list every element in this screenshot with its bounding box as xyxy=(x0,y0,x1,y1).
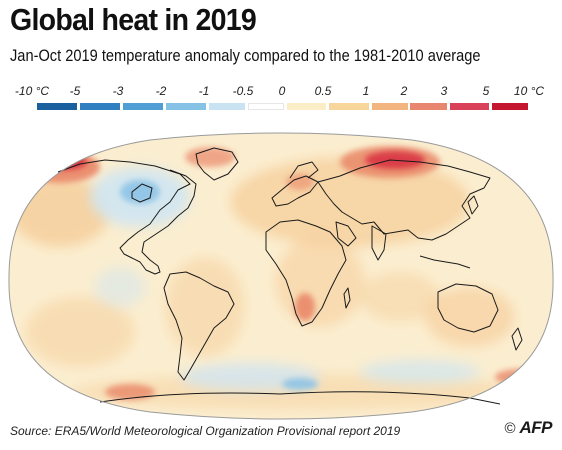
legend-label-3: -3 xyxy=(112,84,124,98)
legend-swatch-9 xyxy=(372,103,408,110)
page-title: Global heat in 2019 xyxy=(10,2,257,37)
cold-spot-antarctic xyxy=(282,378,318,390)
cold-spot-hudson xyxy=(120,180,160,204)
coast-antarctica xyxy=(99,391,501,405)
coast-europe xyxy=(271,175,319,207)
hot-spot-antarctic-2 xyxy=(495,369,545,385)
very-hot-spot-alaska xyxy=(43,154,87,170)
legend-label-10: 2 xyxy=(400,84,408,98)
coast-madagascar xyxy=(343,287,351,309)
legend-swatch-7 xyxy=(287,103,326,110)
coast-asia xyxy=(317,159,491,241)
warm-patch-southamerica xyxy=(165,257,245,357)
legend-label-9: 1 xyxy=(362,84,370,98)
credit: © AFP xyxy=(504,418,552,438)
coast-south-america xyxy=(163,271,235,381)
legend-label-13: 10 °C xyxy=(513,84,545,98)
legend-swatch-2 xyxy=(80,103,120,110)
legend-label-12: 5 xyxy=(482,84,490,98)
page-subtitle: Jan-Oct 2019 temperature anomaly compare… xyxy=(10,46,481,65)
legend-swatch-10 xyxy=(410,103,447,110)
legend-swatch-4 xyxy=(166,103,206,110)
coast-new-zealand xyxy=(511,327,523,351)
legend-label-7: 0 xyxy=(278,84,286,98)
legend-label-8: 0.5 xyxy=(314,84,332,98)
legend-label-6: -0.5 xyxy=(232,84,254,98)
legend-swatch-3 xyxy=(123,103,163,110)
globe-outline xyxy=(8,132,554,420)
cool-patch-southern-ocean-2 xyxy=(360,360,480,384)
afp-logo: AFP xyxy=(519,418,553,437)
copyright-symbol: © xyxy=(504,419,516,437)
hot-spot-sweden xyxy=(286,174,314,190)
hot-spot-southern-africa xyxy=(295,293,315,321)
legend-label-11: 3 xyxy=(440,84,448,98)
hot-spot-alaska xyxy=(20,151,100,183)
coast-africa xyxy=(265,219,347,327)
anomaly-field xyxy=(8,133,554,419)
legend-swatch-1 xyxy=(37,103,77,110)
coast-australia xyxy=(437,283,499,333)
legend-swatch-5 xyxy=(209,103,245,110)
warm-patch-indian xyxy=(360,272,440,322)
legend-label-2: -5 xyxy=(69,84,81,98)
color-legend: -10 °C -5 -3 -2 -1 -0.5 0 0.5 1 2 3 5 10… xyxy=(0,84,562,114)
coast-hudson-bay xyxy=(131,183,153,203)
legend-swatch-12 xyxy=(492,103,528,110)
source-note: Source: ERA5/World Meteorological Organi… xyxy=(10,424,401,438)
warm-patch-southpacific xyxy=(25,297,135,367)
warm-patch-africa xyxy=(275,237,365,327)
coast-indonesia xyxy=(419,255,471,269)
warm-patch-australia xyxy=(425,287,515,347)
coast-scandinavia xyxy=(289,161,319,179)
legend-swatch-11 xyxy=(450,103,489,110)
coast-greenland xyxy=(195,147,239,181)
cool-patch-eastpacific xyxy=(95,267,145,307)
coastlines xyxy=(57,147,523,405)
legend-swatch-6 xyxy=(248,103,284,110)
legend-swatch-8 xyxy=(329,103,369,110)
coast-india xyxy=(371,225,387,261)
legend-label-5: -1 xyxy=(198,84,210,98)
legend-label-4: -2 xyxy=(155,84,167,98)
world-anomaly-map xyxy=(8,132,554,420)
coast-north-america xyxy=(57,159,197,275)
hot-spot-antarctic-1 xyxy=(105,384,155,400)
coast-arabia xyxy=(335,221,357,247)
coast-japan xyxy=(467,195,479,215)
hot-spot-greenland xyxy=(185,147,235,167)
legend-label-1: -10 °C xyxy=(14,84,50,98)
